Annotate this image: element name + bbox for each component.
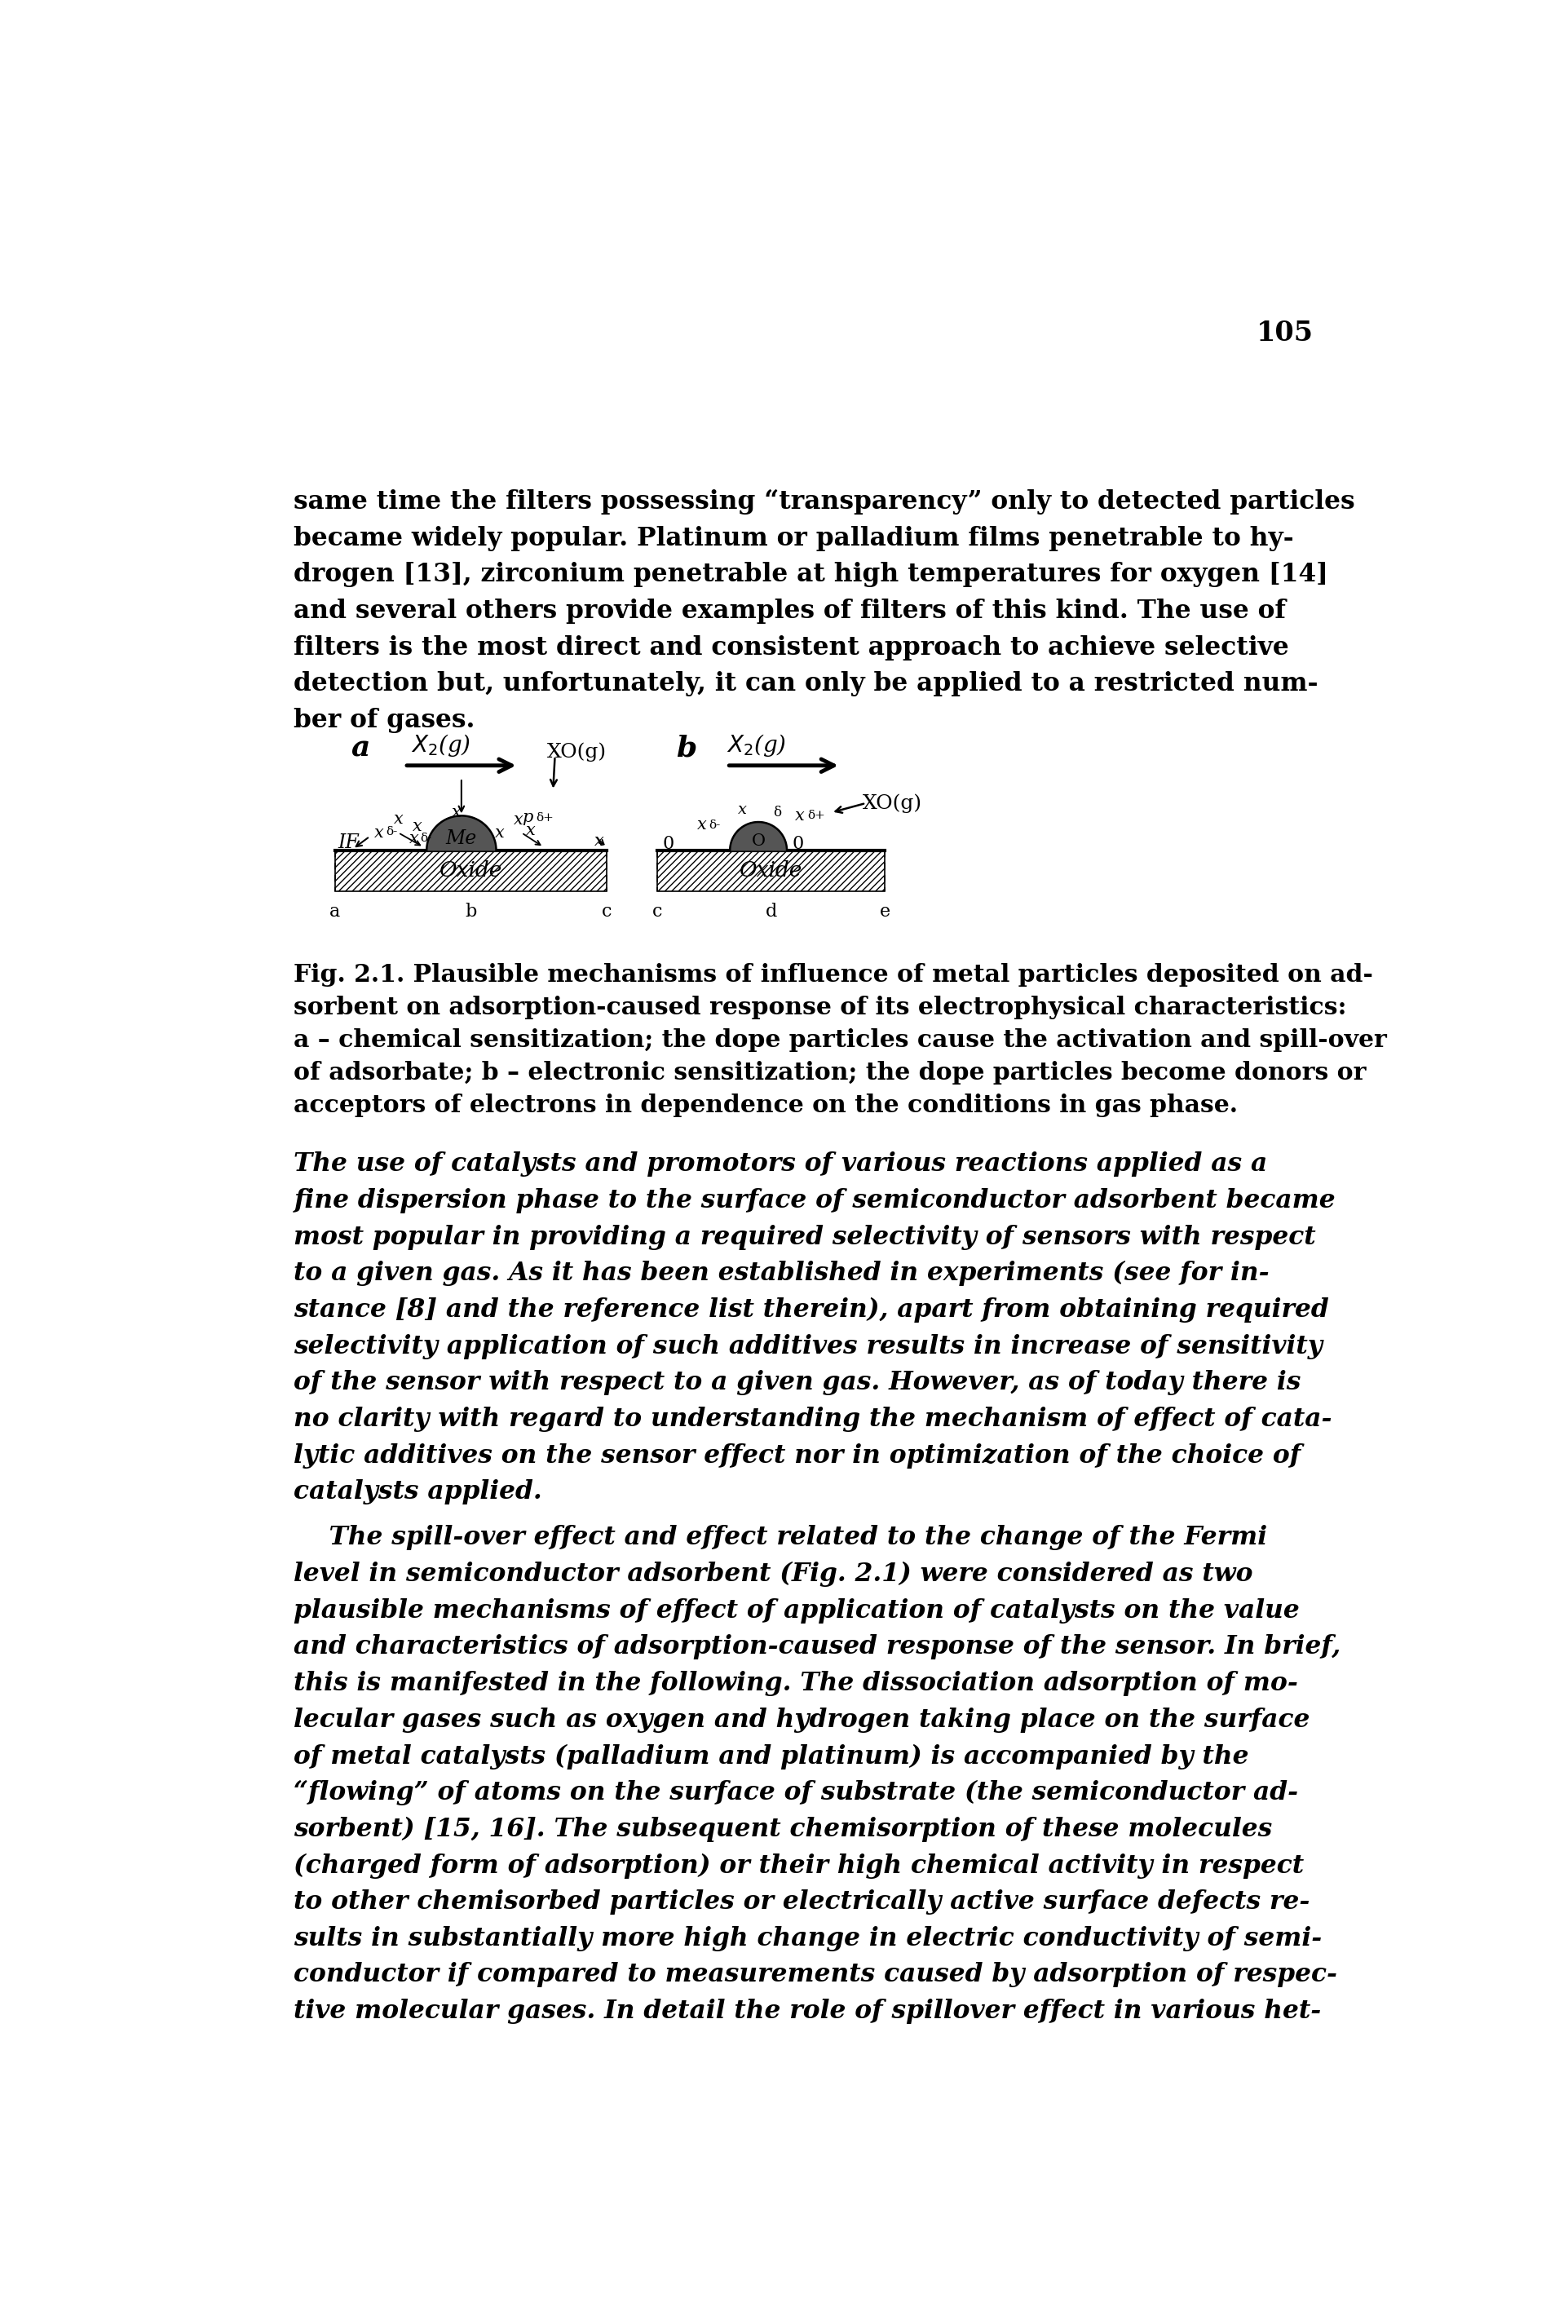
Text: x: x <box>739 802 746 816</box>
Text: of the sensor with respect to a given gas. However, as of today there is: of the sensor with respect to a given ga… <box>293 1371 1301 1394</box>
Text: selectivity application of such additives results in increase of sensitivity: selectivity application of such additive… <box>293 1334 1323 1360</box>
Bar <box>657 851 884 890</box>
Text: tive molecular gases. In detail the role of spillover effect in various het-: tive molecular gases. In detail the role… <box>293 1999 1322 2024</box>
Text: x: x <box>696 818 706 832</box>
Text: XO(g): XO(g) <box>547 741 607 762</box>
Text: 0: 0 <box>662 834 674 853</box>
Text: O: O <box>751 832 765 848</box>
Text: δ: δ <box>773 806 781 820</box>
Text: no clarity with regard to understanding the mechanism of effect of cata-: no clarity with regard to understanding … <box>293 1406 1333 1432</box>
Text: IF: IF <box>339 834 359 853</box>
Text: XO(g): XO(g) <box>862 795 922 813</box>
Text: most popular in providing a required selectivity of sensors with respect: most popular in providing a required sel… <box>293 1225 1316 1250</box>
Text: x: x <box>412 818 422 834</box>
Text: same time the filters possessing “transparency” only to detected particles: same time the filters possessing “transp… <box>293 490 1355 514</box>
Text: fine dispersion phase to the surface of semiconductor adsorbent became: fine dispersion phase to the surface of … <box>293 1188 1336 1213</box>
Polygon shape <box>426 816 495 851</box>
Text: of metal catalysts (palladium and platinum) is accompanied by the: of metal catalysts (palladium and platin… <box>293 1743 1250 1769</box>
Text: $X_2$(g): $X_2$(g) <box>728 732 787 758</box>
Text: d: d <box>765 902 776 920</box>
Text: p: p <box>522 809 533 825</box>
Text: b: b <box>676 734 696 762</box>
Text: level in semiconductor adsorbent (Fig. 2.1) were considered as two: level in semiconductor adsorbent (Fig. 2… <box>293 1562 1253 1587</box>
Text: x: x <box>409 832 419 846</box>
Text: of adsorbate; b – electronic sensitization; the dope particles become donors or: of adsorbate; b – electronic sensitizati… <box>293 1062 1367 1085</box>
Text: and characteristics of adsorption-caused response of the sensor. In brief,: and characteristics of adsorption-caused… <box>293 1634 1341 1659</box>
Text: and several others provide examples of filters of this kind. The use of: and several others provide examples of f… <box>293 600 1286 623</box>
Text: 105: 105 <box>1256 321 1314 346</box>
Text: this is manifested in the following. The dissociation adsorption of mo-: this is manifested in the following. The… <box>293 1671 1298 1697</box>
Text: The spill-over effect and effect related to the change of the Fermi: The spill-over effect and effect related… <box>293 1525 1267 1550</box>
Text: δ-: δ- <box>420 832 431 844</box>
Text: δ+: δ+ <box>536 811 554 823</box>
Bar <box>336 851 607 890</box>
Text: plausible mechanisms of effect of application of catalysts on the value: plausible mechanisms of effect of applic… <box>293 1599 1300 1624</box>
Text: acceptors of electrons in dependence on the conditions in gas phase.: acceptors of electrons in dependence on … <box>293 1095 1239 1118</box>
Text: a – chemical sensitization; the dope particles cause the activation and spill-ov: a – chemical sensitization; the dope par… <box>293 1030 1388 1053</box>
Text: ber of gases.: ber of gases. <box>293 709 475 732</box>
Text: lytic additives on the sensor effect nor in optimization of the choice of: lytic additives on the sensor effect nor… <box>293 1443 1301 1469</box>
Text: x: x <box>494 825 505 841</box>
Text: to a given gas. As it has been established in experiments (see for in-: to a given gas. As it has been establish… <box>293 1262 1270 1287</box>
Text: c: c <box>652 902 662 920</box>
Text: filters is the most direct and consistent approach to achieve selective: filters is the most direct and consisten… <box>293 634 1289 660</box>
Text: a: a <box>329 902 340 920</box>
Text: Oxide: Oxide <box>439 860 502 881</box>
Text: to other chemisorbed particles or electrically active surface defects re-: to other chemisorbed particles or electr… <box>293 1889 1311 1915</box>
Text: sorbent) [15, 16]. The subsequent chemisorption of these molecules: sorbent) [15, 16]. The subsequent chemis… <box>293 1817 1273 1843</box>
Text: $X_2$(g): $X_2$(g) <box>411 732 470 758</box>
Text: δ-: δ- <box>709 820 721 830</box>
Text: 0: 0 <box>792 834 803 853</box>
Text: Oxide: Oxide <box>740 860 803 881</box>
Text: x: x <box>394 811 403 827</box>
Text: δ-: δ- <box>386 827 397 837</box>
Text: c: c <box>602 902 612 920</box>
Text: x: x <box>594 832 604 848</box>
Text: (charged form of adsorption) or their high chemical activity in respect: (charged form of adsorption) or their hi… <box>293 1852 1305 1878</box>
Text: became widely popular. Platinum or palladium films penetrable to hy-: became widely popular. Platinum or palla… <box>293 525 1294 551</box>
Text: “flowing” of atoms on the surface of substrate (the semiconductor ad-: “flowing” of atoms on the surface of sub… <box>293 1780 1298 1806</box>
Polygon shape <box>731 823 787 851</box>
Text: detection but, unfortunately, it can only be applied to a restricted num-: detection but, unfortunately, it can onl… <box>293 672 1319 697</box>
Text: conductor if compared to measurements caused by adsorption of respec-: conductor if compared to measurements ca… <box>293 1961 1338 1987</box>
Text: b: b <box>466 902 477 920</box>
Text: Fig. 2.1. Plausible mechanisms of influence of metal particles deposited on ad-: Fig. 2.1. Plausible mechanisms of influe… <box>293 962 1374 988</box>
Text: δ+: δ+ <box>808 811 825 820</box>
Text: x: x <box>375 825 384 841</box>
Text: Me: Me <box>445 830 477 848</box>
Text: x: x <box>452 804 461 820</box>
Text: catalysts applied.: catalysts applied. <box>293 1480 543 1504</box>
Text: sorbent on adsorption-caused response of its electrophysical characteristics:: sorbent on adsorption-caused response of… <box>293 997 1347 1020</box>
Text: drogen [13], zirconium penetrable at high temperatures for oxygen [14]: drogen [13], zirconium penetrable at hig… <box>293 562 1328 588</box>
Text: x: x <box>513 813 524 827</box>
Text: x: x <box>795 809 804 823</box>
Text: a: a <box>351 734 370 762</box>
Text: The use of catalysts and promotors of various reactions applied as a: The use of catalysts and promotors of va… <box>293 1153 1269 1176</box>
Text: sults in substantially more high change in electric conductivity of semi-: sults in substantially more high change … <box>293 1927 1322 1952</box>
Text: x: x <box>527 823 536 839</box>
Text: lecular gases such as oxygen and hydrogen taking place on the surface: lecular gases such as oxygen and hydroge… <box>293 1708 1311 1734</box>
Text: stance [8] and the reference list therein), apart from obtaining required: stance [8] and the reference list therei… <box>293 1297 1330 1322</box>
Text: e: e <box>880 902 891 920</box>
